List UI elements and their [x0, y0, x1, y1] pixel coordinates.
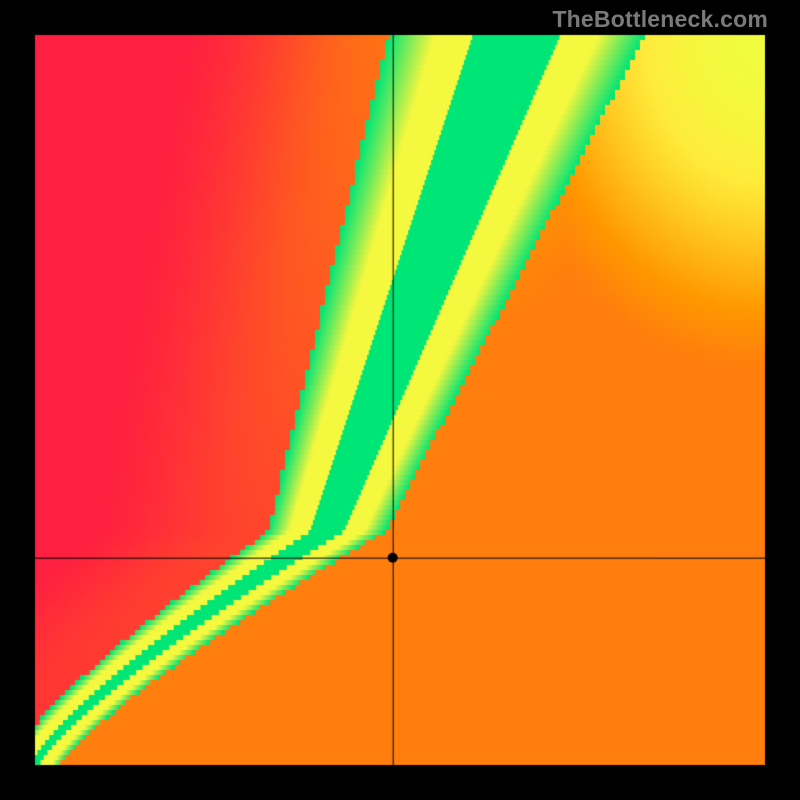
chart-container: TheBottleneck.com — [0, 0, 800, 800]
watermark-text: TheBottleneck.com — [552, 6, 768, 33]
heatmap-canvas — [0, 0, 800, 800]
